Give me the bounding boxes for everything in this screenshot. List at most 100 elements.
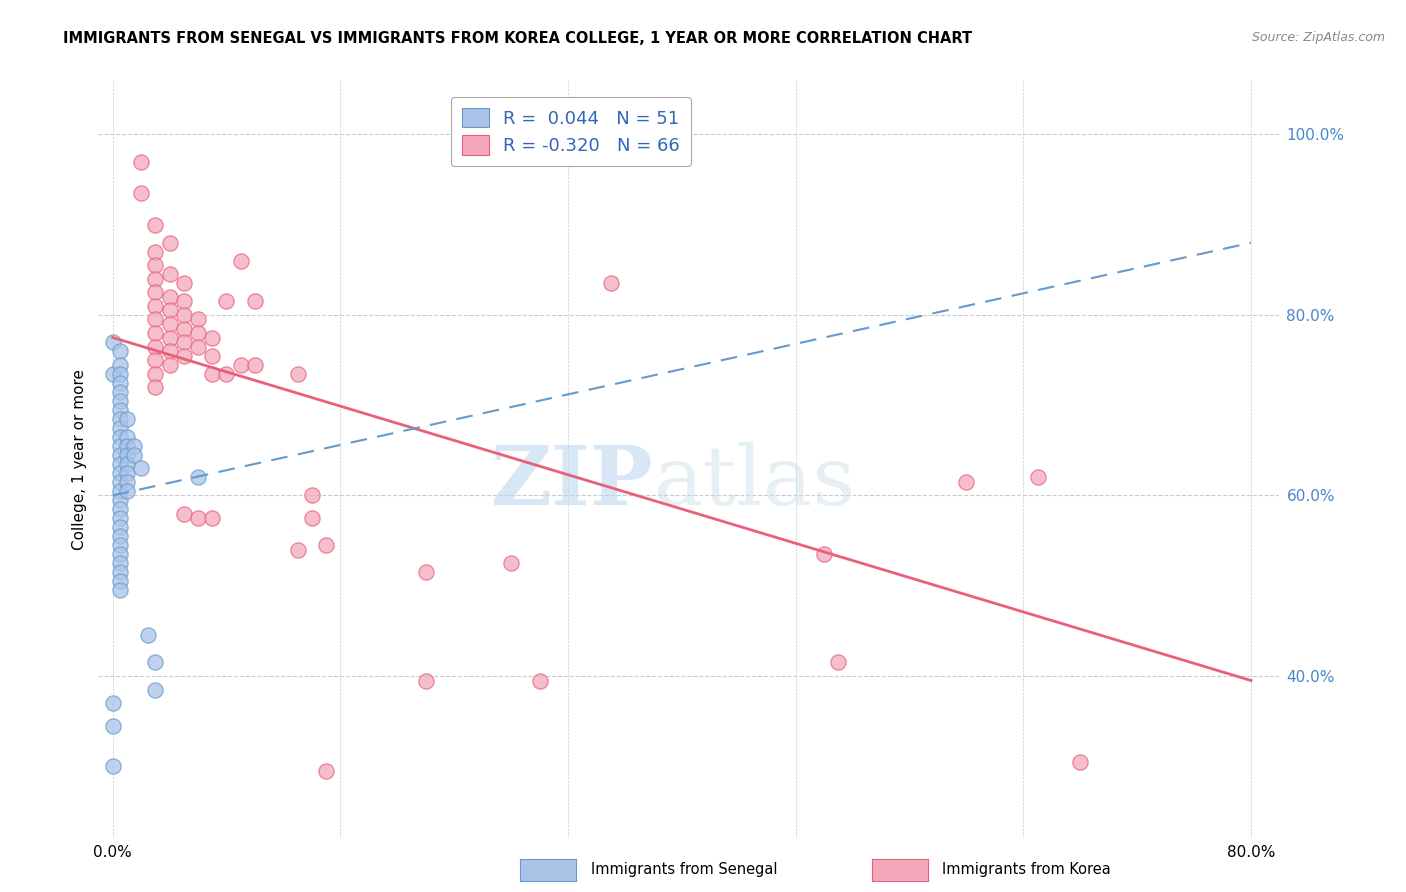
Point <box>108 411 131 425</box>
Point <box>115 411 138 425</box>
Point <box>173 294 195 309</box>
Point <box>215 367 238 381</box>
Point <box>101 759 124 773</box>
Point <box>287 542 309 557</box>
Point <box>129 186 152 200</box>
Point <box>108 457 131 471</box>
Point <box>201 367 224 381</box>
Point <box>173 334 195 349</box>
Point <box>122 448 145 462</box>
Text: ZIP: ZIP <box>491 442 654 522</box>
Point <box>599 277 621 291</box>
Point <box>108 583 131 598</box>
Point <box>187 340 209 354</box>
Point <box>101 334 124 349</box>
Point <box>108 493 131 508</box>
Point <box>108 448 131 462</box>
Point <box>129 461 152 475</box>
Point <box>143 353 166 368</box>
Point <box>159 344 181 359</box>
Text: Immigrants from Senegal: Immigrants from Senegal <box>591 863 778 877</box>
Point <box>1026 470 1049 484</box>
Point <box>201 349 224 363</box>
Point <box>108 511 131 525</box>
Point <box>173 308 195 322</box>
Point <box>143 340 166 354</box>
Point <box>955 475 977 489</box>
Point <box>143 367 166 381</box>
Point <box>415 673 437 688</box>
Point <box>108 376 131 390</box>
Point <box>108 574 131 589</box>
Point <box>143 244 166 259</box>
Point <box>143 326 166 340</box>
Point <box>159 268 181 282</box>
Point <box>159 290 181 304</box>
Point <box>499 556 522 570</box>
Point <box>813 547 835 561</box>
Point <box>287 367 309 381</box>
Point <box>143 312 166 326</box>
Point <box>108 475 131 489</box>
Point <box>159 235 181 250</box>
Point <box>173 277 195 291</box>
Point <box>1069 755 1091 769</box>
Point <box>108 358 131 372</box>
Point <box>101 719 124 733</box>
Point <box>173 321 195 335</box>
Point <box>143 285 166 300</box>
Point <box>301 511 323 525</box>
Point <box>108 367 131 381</box>
Point <box>101 367 124 381</box>
Point <box>201 511 224 525</box>
Point <box>143 656 166 670</box>
Point <box>108 393 131 408</box>
Text: IMMIGRANTS FROM SENEGAL VS IMMIGRANTS FROM KOREA COLLEGE, 1 YEAR OR MORE CORRELA: IMMIGRANTS FROM SENEGAL VS IMMIGRANTS FR… <box>63 31 973 46</box>
Point <box>108 421 131 435</box>
Point <box>108 520 131 534</box>
Point <box>108 529 131 543</box>
Point <box>108 439 131 453</box>
Point <box>159 330 181 344</box>
Point <box>101 696 124 710</box>
Point <box>129 154 152 169</box>
Legend: R =  0.044   N = 51, R = -0.320   N = 66: R = 0.044 N = 51, R = -0.320 N = 66 <box>451 97 690 166</box>
Point <box>115 483 138 498</box>
Point <box>229 253 252 268</box>
Point <box>122 439 145 453</box>
Point <box>108 538 131 552</box>
Point <box>143 258 166 272</box>
Point <box>143 299 166 313</box>
Point <box>173 349 195 363</box>
Point <box>108 402 131 417</box>
Point <box>187 511 209 525</box>
Text: Immigrants from Korea: Immigrants from Korea <box>942 863 1111 877</box>
Point <box>108 565 131 579</box>
Point <box>201 330 224 344</box>
Point <box>108 384 131 399</box>
Point <box>115 466 138 480</box>
Text: atlas: atlas <box>654 442 856 522</box>
Point <box>243 358 266 372</box>
Point <box>115 439 138 453</box>
Point <box>301 488 323 502</box>
Text: Source: ZipAtlas.com: Source: ZipAtlas.com <box>1251 31 1385 45</box>
Point <box>243 294 266 309</box>
Point <box>827 656 849 670</box>
Point <box>108 556 131 570</box>
Point <box>136 628 159 642</box>
Point <box>187 312 209 326</box>
Point <box>159 317 181 331</box>
Point <box>143 380 166 394</box>
Point <box>108 483 131 498</box>
Point <box>108 430 131 444</box>
Point <box>143 272 166 286</box>
Point <box>115 448 138 462</box>
Point <box>108 466 131 480</box>
Point <box>159 358 181 372</box>
Point <box>143 682 166 697</box>
Point <box>108 344 131 359</box>
Point <box>187 470 209 484</box>
Point <box>315 538 337 552</box>
Point <box>115 475 138 489</box>
